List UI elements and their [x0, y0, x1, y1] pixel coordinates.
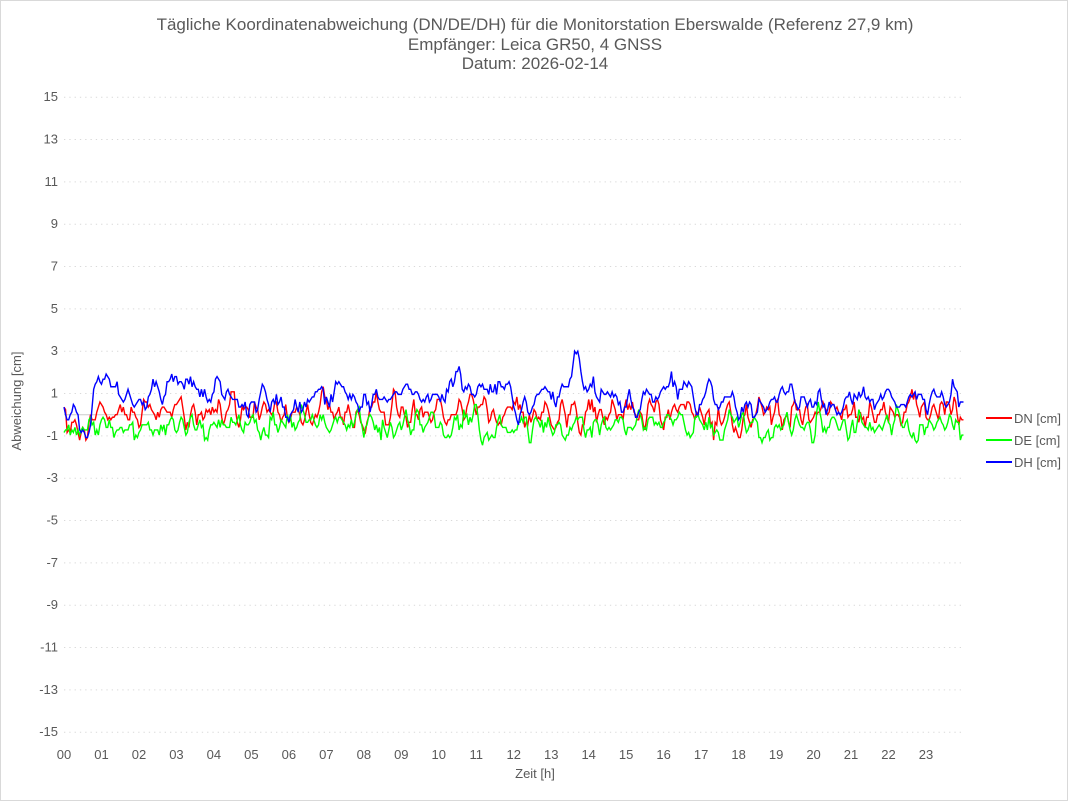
svg-text:17: 17: [694, 747, 708, 762]
svg-text:9: 9: [51, 216, 58, 231]
svg-text:11: 11: [470, 747, 484, 762]
svg-text:-1: -1: [46, 428, 58, 443]
svg-text:05: 05: [244, 747, 258, 762]
svg-text:-9: -9: [46, 597, 58, 612]
svg-text:18: 18: [731, 747, 745, 762]
svg-text:23: 23: [919, 747, 933, 762]
svg-text:10: 10: [432, 747, 446, 762]
svg-text:1: 1: [51, 386, 58, 401]
svg-text:22: 22: [881, 747, 895, 762]
svg-text:-5: -5: [46, 513, 58, 528]
svg-text:11: 11: [45, 174, 59, 189]
svg-text:15: 15: [619, 747, 633, 762]
svg-text:04: 04: [207, 747, 221, 762]
svg-text:09: 09: [394, 747, 408, 762]
svg-text:20: 20: [806, 747, 820, 762]
svg-text:5: 5: [51, 301, 58, 316]
svg-text:19: 19: [769, 747, 783, 762]
svg-text:00: 00: [57, 747, 71, 762]
svg-text:03: 03: [169, 747, 183, 762]
svg-text:-7: -7: [46, 555, 58, 570]
svg-text:06: 06: [282, 747, 296, 762]
svg-text:21: 21: [844, 747, 858, 762]
svg-text:14: 14: [581, 747, 595, 762]
svg-text:-13: -13: [39, 682, 58, 697]
svg-text:13: 13: [544, 747, 558, 762]
svg-text:7: 7: [51, 259, 58, 274]
svg-text:08: 08: [357, 747, 371, 762]
svg-text:-15: -15: [39, 724, 58, 739]
svg-text:-11: -11: [40, 640, 58, 655]
svg-text:13: 13: [44, 132, 58, 147]
svg-text:07: 07: [319, 747, 333, 762]
svg-text:02: 02: [132, 747, 146, 762]
svg-text:12: 12: [507, 747, 521, 762]
svg-text:16: 16: [656, 747, 670, 762]
svg-text:3: 3: [51, 343, 58, 358]
svg-text:01: 01: [94, 747, 108, 762]
svg-text:-3: -3: [46, 470, 58, 485]
svg-text:15: 15: [44, 89, 58, 104]
